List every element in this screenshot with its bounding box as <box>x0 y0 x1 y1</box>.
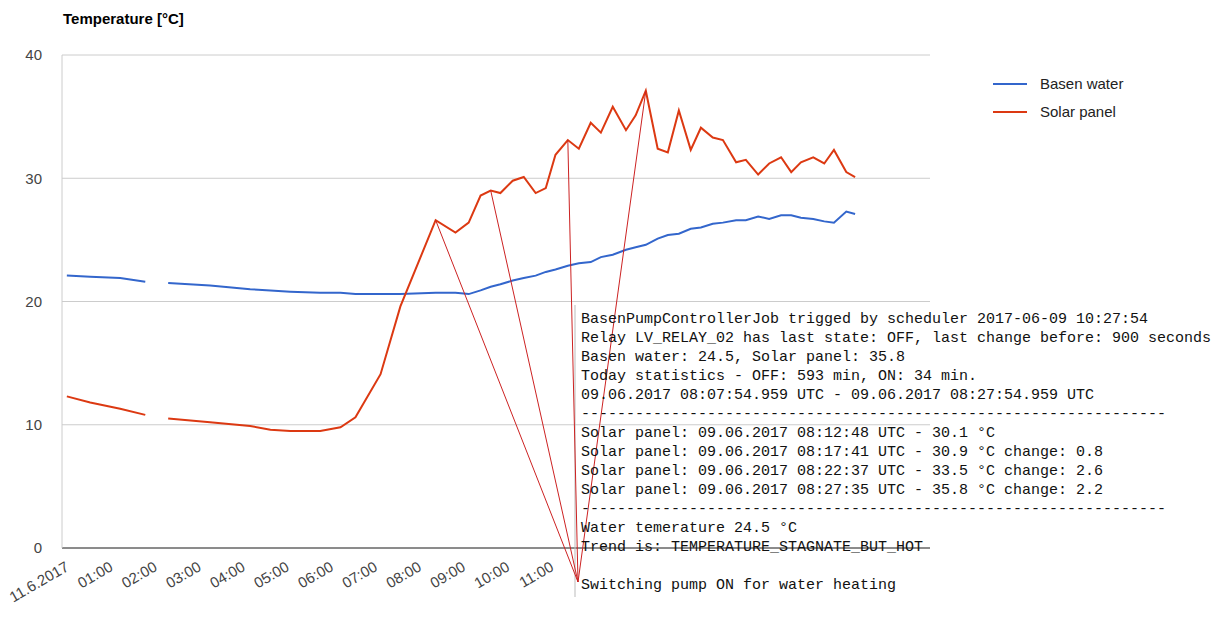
svg-text:Relay LV_RELAY_02 has last sta: Relay LV_RELAY_02 has last state: OFF, l… <box>581 330 1209 347</box>
svg-text:Solar panel: 09.06.2017 08:22:: Solar panel: 09.06.2017 08:22:37 UTC - 3… <box>581 463 1103 480</box>
svg-text:09.06.2017 08:07:54.959 UTC -: 09.06.2017 08:07:54.959 UTC - 09.06.2017… <box>581 387 1094 404</box>
svg-text:40: 40 <box>25 46 42 63</box>
svg-text:Basen water: 24.5, Solar panel: Basen water: 24.5, Solar panel: 35.8 <box>581 349 905 366</box>
svg-text:07:00: 07:00 <box>339 558 380 591</box>
svg-text:03:00: 03:00 <box>163 558 204 591</box>
svg-text:------------------------------: ----------------------------------------… <box>581 406 1166 423</box>
svg-text:Solar panel: Solar panel <box>1040 103 1116 120</box>
svg-text:Today statistics - OFF: 593 mi: Today statistics - OFF: 593 min, ON: 34 … <box>581 368 977 385</box>
svg-text:Solar panel: 09.06.2017 08:12:: Solar panel: 09.06.2017 08:12:48 UTC - 3… <box>581 425 995 442</box>
svg-text:11.6.2017: 11.6.2017 <box>8 558 72 606</box>
svg-text:11:00: 11:00 <box>516 558 556 591</box>
svg-text:Temperature [°C]: Temperature [°C] <box>63 10 184 27</box>
svg-text:10: 10 <box>25 416 42 433</box>
svg-text:Switching pump ON for water he: Switching pump ON for water heating <box>581 577 896 594</box>
svg-text:Solar panel: 09.06.2017 08:17:: Solar panel: 09.06.2017 08:17:41 UTC - 3… <box>581 444 1103 461</box>
svg-text:08:00: 08:00 <box>383 558 424 591</box>
svg-text:20: 20 <box>25 293 42 310</box>
svg-text:0: 0 <box>34 539 42 556</box>
svg-text:------------------------------: ----------------------------------------… <box>581 501 1166 518</box>
svg-text:Solar panel: 09.06.2017 08:27:: Solar panel: 09.06.2017 08:27:35 UTC - 3… <box>581 482 1103 499</box>
svg-text:06:00: 06:00 <box>295 558 336 591</box>
svg-text:BasenPumpControllerJob trigged: BasenPumpControllerJob trigged by schedu… <box>581 311 1148 328</box>
svg-text:Trend is: TEMPERATURE_STAGNATE: Trend is: TEMPERATURE_STAGNATE_BUT_HOT <box>581 539 923 556</box>
svg-text:30: 30 <box>25 170 42 187</box>
svg-text:Basen water: Basen water <box>1040 75 1123 92</box>
svg-text:02:00: 02:00 <box>119 558 160 591</box>
svg-text:10:00: 10:00 <box>471 558 512 591</box>
svg-text:Water temerature 24.5 °C: Water temerature 24.5 °C <box>581 520 797 537</box>
svg-text:05:00: 05:00 <box>251 558 292 591</box>
svg-text:09:00: 09:00 <box>427 558 468 591</box>
svg-text:01:00: 01:00 <box>75 558 116 591</box>
svg-text:04:00: 04:00 <box>207 558 248 591</box>
